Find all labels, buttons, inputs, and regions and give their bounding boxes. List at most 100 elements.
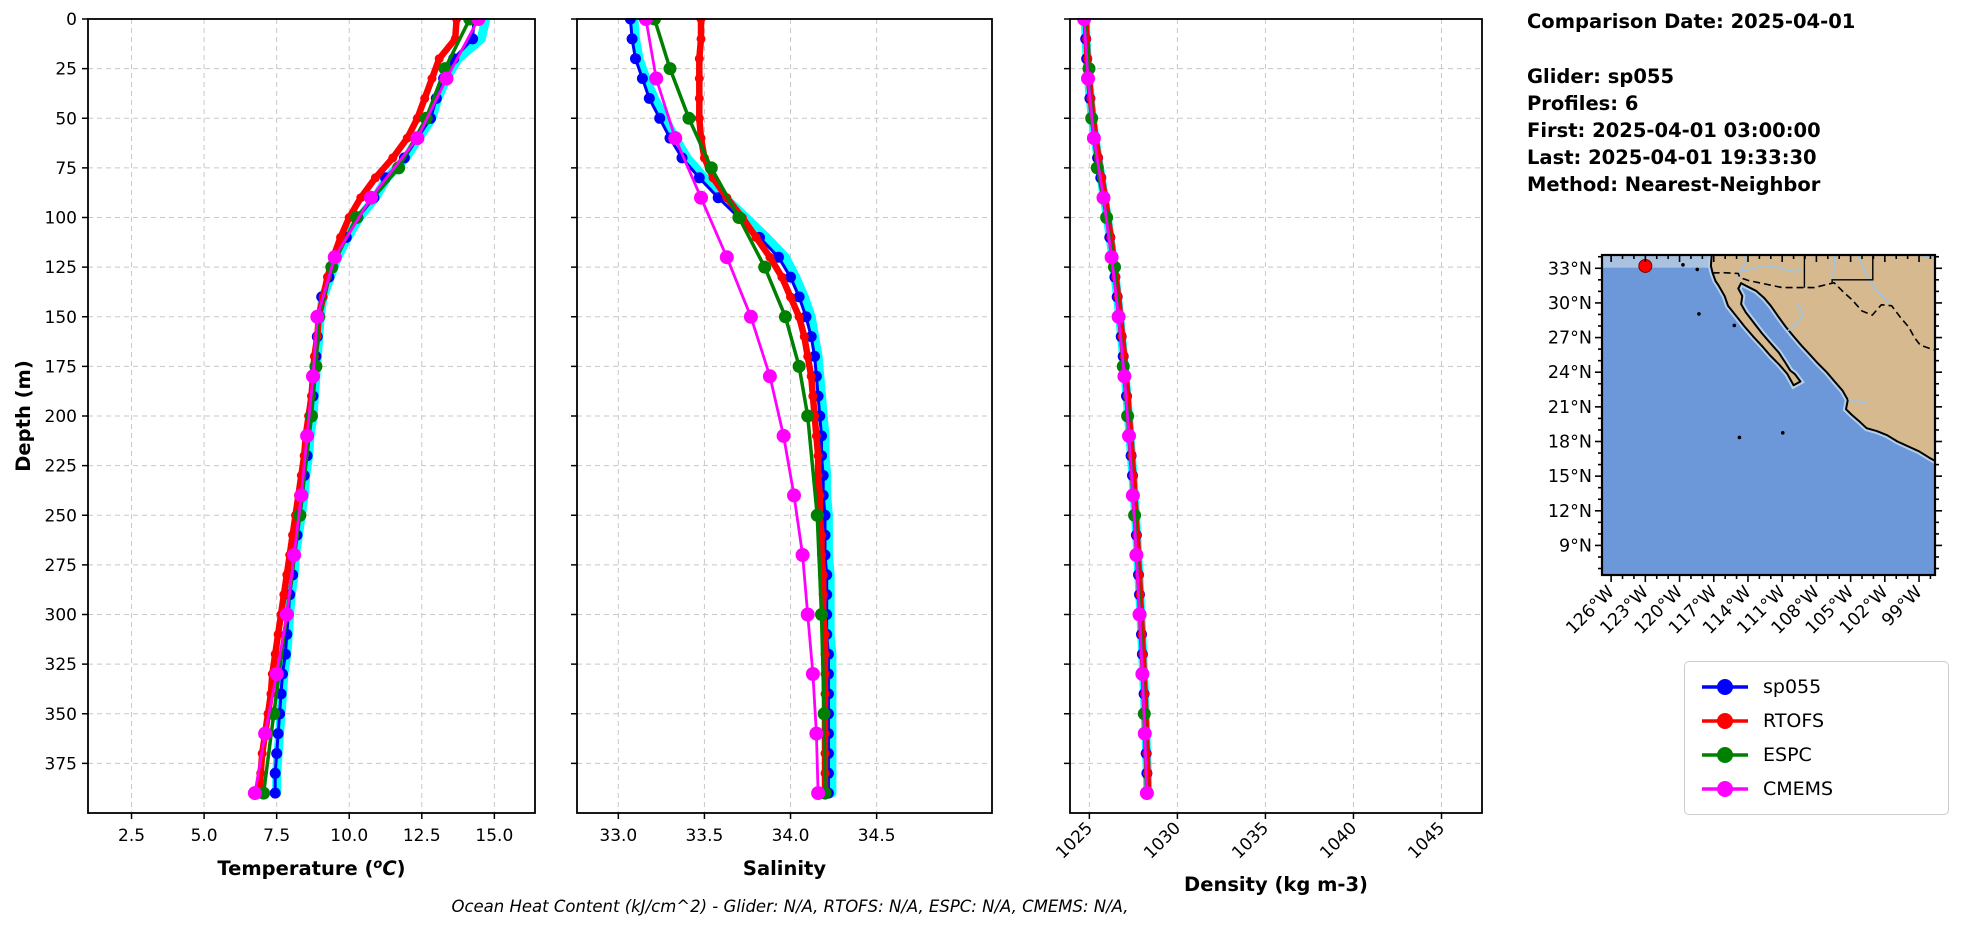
salinity-series-group <box>624 18 837 801</box>
ocean-heat-content-caption: Ocean Heat Content (kJ/cm^2) - Glider: N… <box>451 897 1129 916</box>
map-coastline <box>1709 255 1935 462</box>
CMEMS-line-swatch <box>1702 781 1748 797</box>
map-lat-label: 15°N <box>1548 467 1592 487</box>
temperature-series-sp055 <box>269 18 480 799</box>
depth-tick-label: 225 <box>45 457 77 477</box>
legend-item-CMEMS: CMEMS <box>1699 772 1934 806</box>
temperature-panel: 2.5 5.0 7.5 10.0 12.5 15.0 0 25 50 75 100 125 150 175… <box>12 10 536 880</box>
map-state-border <box>1831 255 1874 283</box>
map-island <box>1732 323 1737 328</box>
legend-label: RTOFS <box>1763 710 1825 732</box>
depth-tick-label: 100 <box>45 209 77 229</box>
density-series-group <box>1077 18 1154 801</box>
density-xtick-label: 1040 <box>1316 818 1361 863</box>
temperature-xtick-label: 2.5 <box>118 826 145 846</box>
salinity-series-ESPC <box>648 18 832 800</box>
depth-tick-label: 350 <box>45 705 77 725</box>
info-spacer <box>1527 35 1855 63</box>
salinity-axis-label: Salinity <box>743 857 826 880</box>
map-frame <box>1600 253 1937 577</box>
salinity-series-RTOFS <box>694 18 830 798</box>
legend-item-sp055: sp055 <box>1699 670 1934 704</box>
map-lat-label: 9°N <box>1559 536 1592 556</box>
first-text: First: 2025-04-01 03:00:00 <box>1527 119 1821 142</box>
density-axis-label: Density (kg m-3) <box>1184 873 1368 896</box>
legend-item-RTOFS: RTOFS <box>1699 704 1934 738</box>
salinity-series-glider-raw <box>629 18 837 798</box>
legend-label: ESPC <box>1763 744 1812 766</box>
map-ticks <box>1595 255 1942 582</box>
temperature-xtick-label: 12.5 <box>403 826 441 846</box>
temperature-series-CMEMS <box>247 18 486 801</box>
temperature-xtick-label: 10.0 <box>330 826 368 846</box>
depth-tick-label: 150 <box>45 308 77 328</box>
temperature-xtick-label: 7.5 <box>263 826 290 846</box>
map-lat-label: 12°N <box>1548 502 1592 522</box>
density-x-ticks: 1025 1030 1035 1040 1045 <box>1052 813 1449 863</box>
map-lat-label: 24°N <box>1548 363 1592 383</box>
depth-tick-label: 200 <box>45 407 77 427</box>
salinity-panel: 33.0 33.5 34.0 34.5 Salinity <box>571 18 993 880</box>
salinity-series-sp055 <box>624 18 834 799</box>
map-river <box>1848 398 1868 405</box>
depth-tick-label: 300 <box>45 606 77 626</box>
density-panel: 1025 1030 1035 1040 1045 Density (kg m-3) <box>1052 18 1483 896</box>
density-xtick-label: 1035 <box>1228 818 1273 863</box>
map-river <box>1740 264 1802 273</box>
legend-label: sp055 <box>1763 676 1822 698</box>
depth-tick-label: 275 <box>45 556 77 576</box>
depth-axis-label: Depth (m) <box>12 360 35 472</box>
RTOFS-line-swatch <box>1702 713 1748 729</box>
sp055-line-swatch <box>1702 679 1748 695</box>
salinity-xtick-label: 33.5 <box>685 826 723 846</box>
map-river <box>1857 255 1890 304</box>
salinity-y-ticks <box>571 18 577 765</box>
map-layers <box>1602 255 1935 575</box>
depth-tick-label: 125 <box>45 258 77 278</box>
temperature-grid <box>88 19 535 813</box>
map-lat-label: 21°N <box>1548 398 1592 418</box>
salinity-xtick-label: 34.5 <box>858 826 896 846</box>
salinity-series-CMEMS <box>638 18 826 801</box>
density-y-ticks <box>1064 18 1070 765</box>
profiles-text: Profiles: 6 <box>1527 92 1639 115</box>
map-lon-label: 99°W <box>1878 582 1926 630</box>
density-xtick-label: 1030 <box>1140 818 1185 863</box>
map-island <box>1737 435 1742 440</box>
map-river <box>1832 255 1836 283</box>
glider-text: Glider: sp055 <box>1527 65 1675 88</box>
legend-item-ESPC: ESPC <box>1699 738 1934 772</box>
depth-tick-label: 50 <box>55 109 77 129</box>
map-lat-label: 27°N <box>1548 329 1592 349</box>
salinity-x-ticks: 33.0 33.5 34.0 34.5 <box>599 813 896 846</box>
map-island <box>1681 263 1685 267</box>
temperature-xtick-label: 15.0 <box>475 826 513 846</box>
ESPC-line-swatch <box>1702 747 1748 763</box>
map-panel: 33°N30°N27°N24°N21°N18°N15°N12°N9°N126°W… <box>1548 253 1942 639</box>
salinity-grid <box>577 19 992 813</box>
depth-tick-label: 75 <box>55 159 77 179</box>
depth-tick-label: 325 <box>45 655 77 675</box>
map-island <box>1697 312 1701 316</box>
last-text: Last: 2025-04-01 19:33:30 <box>1527 146 1817 169</box>
density-series-CMEMS <box>1077 18 1154 801</box>
salinity-xtick-label: 33.0 <box>599 826 637 846</box>
depth-tick-label: 0 <box>66 10 77 30</box>
method-text: Method: Nearest-Neighbor <box>1527 173 1821 196</box>
map-river <box>1909 255 1935 259</box>
salinity-xtick-label: 34.0 <box>772 826 810 846</box>
temperature-y-ticks: 0 25 50 75 100 125 150 175 200 225 250 275 300 325 350… <box>45 10 88 774</box>
map-lat-label: 30°N <box>1548 294 1592 314</box>
map-island <box>1695 267 1700 272</box>
density-xtick-label: 1045 <box>1404 818 1449 863</box>
map-river <box>1787 303 1804 332</box>
map-lat-label: 33°N <box>1548 259 1592 279</box>
density-xtick-label: 1025 <box>1052 818 1097 863</box>
depth-tick-label: 175 <box>45 357 77 377</box>
legend-label: CMEMS <box>1763 778 1834 800</box>
temperature-series-ESPC <box>257 18 477 800</box>
density-grid <box>1070 19 1482 813</box>
temperature-x-ticks: 2.5 5.0 7.5 10.0 12.5 15.0 <box>118 813 513 846</box>
